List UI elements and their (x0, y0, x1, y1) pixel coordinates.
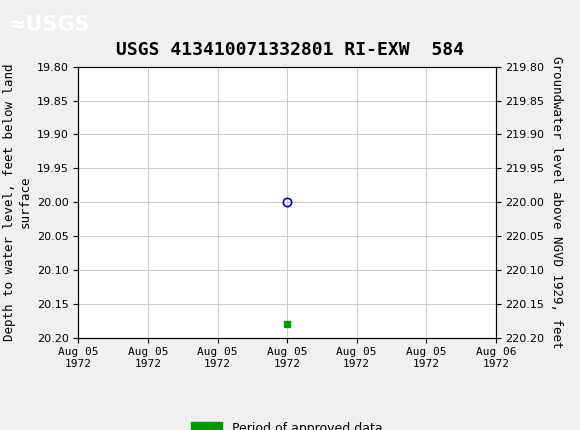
Text: USGS 413410071332801 RI-EXW  584: USGS 413410071332801 RI-EXW 584 (116, 41, 464, 59)
Text: ≈USGS: ≈USGS (9, 15, 90, 35)
Legend: Period of approved data: Period of approved data (186, 417, 388, 430)
Y-axis label: Depth to water level, feet below land
surface: Depth to water level, feet below land su… (3, 63, 31, 341)
Y-axis label: Groundwater level above NGVD 1929, feet: Groundwater level above NGVD 1929, feet (550, 56, 563, 348)
